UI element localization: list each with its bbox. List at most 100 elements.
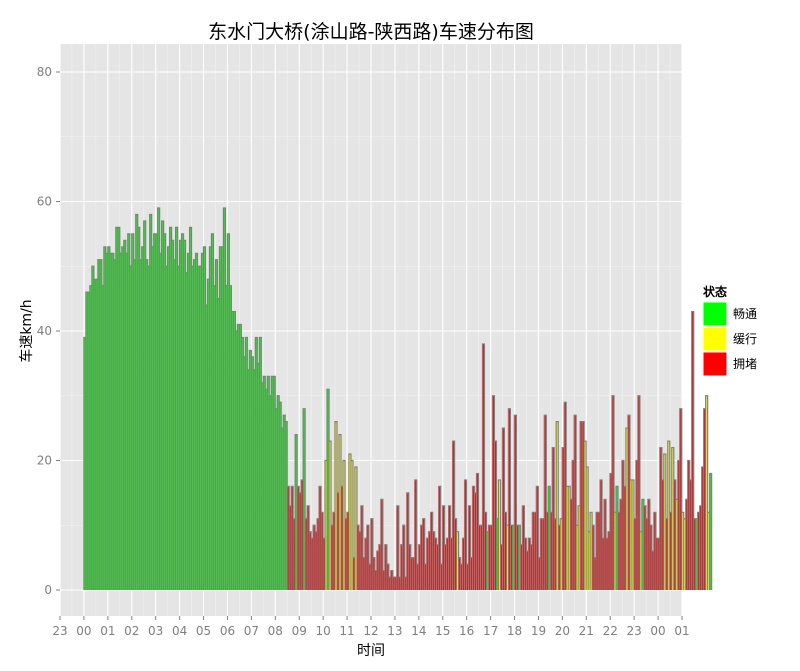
speed-bar [213, 285, 216, 590]
x-tick-label: 04 [172, 624, 187, 638]
y-tick-label: 0 [44, 583, 52, 597]
speed-bar [203, 246, 206, 590]
speed-bar [388, 577, 392, 590]
speed-bar [151, 246, 154, 590]
y-tick-label: 20 [37, 454, 52, 468]
speed-bar [685, 499, 689, 590]
speed-bar [197, 266, 200, 590]
speed-bar [432, 531, 435, 590]
speed-bar [480, 525, 483, 590]
speed-bar [191, 266, 194, 590]
speed-bar [171, 240, 174, 590]
speed-bar [414, 479, 418, 590]
speed-bar [428, 531, 431, 590]
speed-bar [271, 376, 274, 590]
speed-bar [625, 428, 629, 590]
speed-bar [327, 389, 330, 590]
speed-bar [524, 538, 527, 590]
speed-bar [253, 369, 256, 590]
y-axis-title: 车速km/h [18, 299, 35, 362]
speed-bar [490, 525, 493, 590]
speed-bar [378, 544, 382, 590]
speed-bar [683, 518, 687, 590]
legend-swatch [702, 351, 728, 377]
speed-bar [364, 538, 368, 590]
speed-bar [342, 460, 346, 590]
speed-bar [315, 531, 318, 590]
speed-bar [205, 305, 208, 590]
speed-bar [107, 246, 111, 590]
x-tick-label: 18 [507, 624, 522, 638]
speed-bar [492, 395, 495, 590]
speed-bar [478, 525, 481, 590]
speed-bar [514, 415, 517, 590]
legend-label: 缓行 [733, 332, 757, 346]
speed-bar [217, 298, 220, 590]
speed-bar [649, 525, 653, 590]
speed-bar [117, 227, 121, 590]
speed-bar [201, 253, 204, 591]
speed-bar [141, 246, 145, 590]
speed-bar [420, 525, 423, 590]
speed-bar [526, 551, 529, 590]
speed-bar [95, 279, 99, 590]
speed-bar [466, 564, 469, 590]
speed-bar [653, 512, 657, 590]
speed-bar [667, 441, 671, 590]
x-tick-label: 06 [220, 624, 235, 638]
speed-bar [554, 518, 557, 590]
speed-bar [366, 525, 370, 590]
speed-bar [621, 460, 625, 590]
speed-bar [400, 544, 404, 590]
speed-bar [596, 512, 599, 590]
speed-bar [584, 441, 587, 590]
speed-bar [187, 253, 190, 591]
speed-bar [578, 505, 581, 590]
speed-bar [105, 253, 109, 591]
speed-bar [426, 538, 429, 590]
speed-bar [645, 518, 649, 590]
speed-bar [550, 512, 553, 590]
speed-bar [546, 512, 549, 590]
speed-bar [528, 538, 531, 590]
speed-bar [241, 337, 244, 590]
x-tick-label: 02 [124, 624, 139, 638]
x-tick-label: 23 [627, 624, 642, 638]
speed-bar [297, 486, 300, 590]
speed-bar [442, 505, 445, 590]
speed-bar [615, 486, 619, 590]
speed-bar [608, 531, 611, 590]
speed-bar [703, 408, 706, 590]
x-tick-label: 07 [244, 624, 259, 638]
speed-bar [434, 538, 437, 590]
speed-bar [661, 479, 665, 590]
speed-bar [623, 486, 627, 590]
speed-bar [247, 369, 250, 590]
speed-bar [163, 233, 166, 590]
speed-bar [277, 395, 280, 590]
speed-bar [175, 227, 178, 590]
speed-bar [161, 220, 164, 591]
speed-bar [436, 544, 439, 590]
x-tick-label: 16 [459, 624, 474, 638]
speed-bar [111, 253, 115, 591]
speed-bar [93, 279, 97, 590]
speed-bar [677, 460, 681, 590]
speed-bar [275, 408, 278, 590]
speed-bar [504, 512, 507, 590]
speed-bar [637, 395, 641, 590]
speed-bar [392, 577, 396, 590]
speed-bar [127, 233, 131, 590]
speed-bar [564, 402, 567, 590]
speed-bar [317, 518, 320, 590]
y-tick-label: 80 [37, 65, 52, 79]
speed-bar [313, 525, 316, 590]
speed-bar [99, 259, 103, 590]
speed-bar [221, 246, 224, 590]
speed-bar [410, 557, 414, 590]
x-tick-label: 12 [363, 624, 378, 638]
speed-bar [590, 512, 593, 590]
speed-bar [293, 518, 296, 590]
speed-bar [319, 486, 322, 590]
speed-bar [542, 518, 545, 590]
